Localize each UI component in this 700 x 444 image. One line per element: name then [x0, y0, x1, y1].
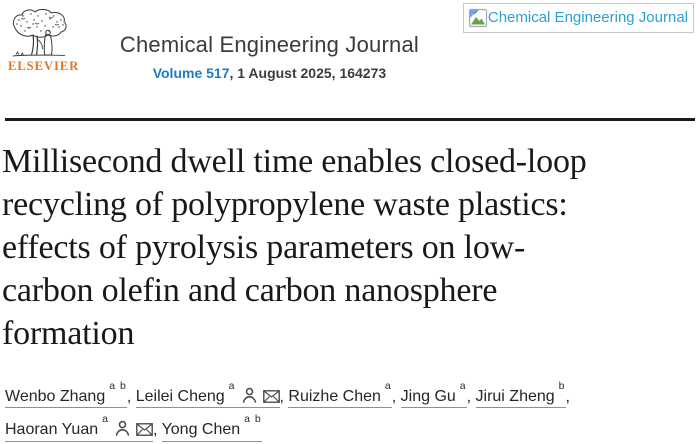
person-icon: [115, 420, 130, 436]
broken-image-icon: [468, 8, 488, 28]
author-affiliation-sup: a: [229, 380, 236, 392]
header-divider: [5, 118, 695, 121]
author-name: Jirui Zheng: [476, 388, 555, 405]
journal-heading-block: Chemical Engineering Journal Volume 517,…: [76, 6, 463, 81]
author-separator: ,: [127, 388, 136, 405]
elsevier-wordmark: ELSEVIER: [8, 59, 76, 74]
author-ruizhe-chen[interactable]: Ruizhe Chena,: [288, 388, 400, 409]
elsevier-tree-icon: [8, 8, 70, 58]
author-jirui-zheng[interactable]: Jirui Zhengb,: [476, 388, 570, 409]
title-line: Millisecond dwell time enables closed-lo…: [2, 140, 695, 183]
author-jing-gu[interactable]: Jing Gua,: [401, 388, 476, 409]
journal-title[interactable]: Chemical Engineering Journal: [76, 32, 463, 58]
author-separator: ,: [566, 388, 570, 405]
volume-issue-line: Volume 517, 1 August 2025, 164273: [76, 65, 463, 81]
elsevier-logo[interactable]: ELSEVIER: [8, 6, 76, 74]
title-line: recycling of polypropylene waste plastic…: [2, 183, 695, 226]
author-line-2: Haoran Yuan a, Yong Chena b: [5, 411, 695, 444]
cover-alt-text: Chemical Engineering Journal: [488, 8, 688, 28]
article-title: Millisecond dwell time enables closed-lo…: [2, 140, 695, 355]
author-wenbo-zhang[interactable]: Wenbo Zhanga b,: [5, 388, 136, 409]
journal-cover-thumbnail[interactable]: Chemical Engineering Journal: [463, 3, 694, 33]
author-separator: ,: [153, 421, 162, 438]
person-icon: [242, 387, 257, 403]
issue-date-text: , 1 August 2025, 164273: [229, 65, 386, 81]
email-icon: [263, 390, 280, 403]
author-name: Yong Chen: [162, 421, 241, 438]
title-line: formation: [2, 312, 695, 355]
author-affiliation-sup: a: [460, 380, 467, 392]
author-separator: ,: [392, 388, 401, 405]
author-line-1: Wenbo Zhanga b, Leilei Chenga, Ruizhe Ch…: [5, 378, 695, 411]
author-name: Haoran Yuan: [5, 421, 98, 438]
author-list: Wenbo Zhanga b, Leilei Chenga, Ruizhe Ch…: [5, 378, 695, 444]
author-affiliation-sup: a b: [244, 413, 262, 425]
author-name: Leilei Cheng: [136, 388, 225, 405]
author-name: Ruizhe Chen: [288, 388, 381, 405]
title-line: carbon olefin and carbon nanosphere: [2, 269, 695, 312]
author-affiliation-sup: b: [559, 380, 566, 392]
author-affiliation-sup: a b: [109, 380, 127, 392]
title-line: effects of pyrolysis parameters on low-: [2, 226, 695, 269]
journal-banner: ELSEVIER Chemical Engineering Journal Vo…: [0, 0, 700, 84]
author-affiliation-sup: a: [102, 413, 109, 425]
author-name: Wenbo Zhang: [5, 388, 105, 405]
volume-link[interactable]: Volume 517: [153, 65, 230, 81]
author-affiliation-sup: a: [385, 380, 392, 392]
author-name: Jing Gu: [401, 388, 456, 405]
email-icon: [136, 423, 153, 436]
author-leilei-cheng[interactable]: Leilei Chenga,: [136, 388, 289, 409]
author-separator: ,: [467, 388, 476, 405]
